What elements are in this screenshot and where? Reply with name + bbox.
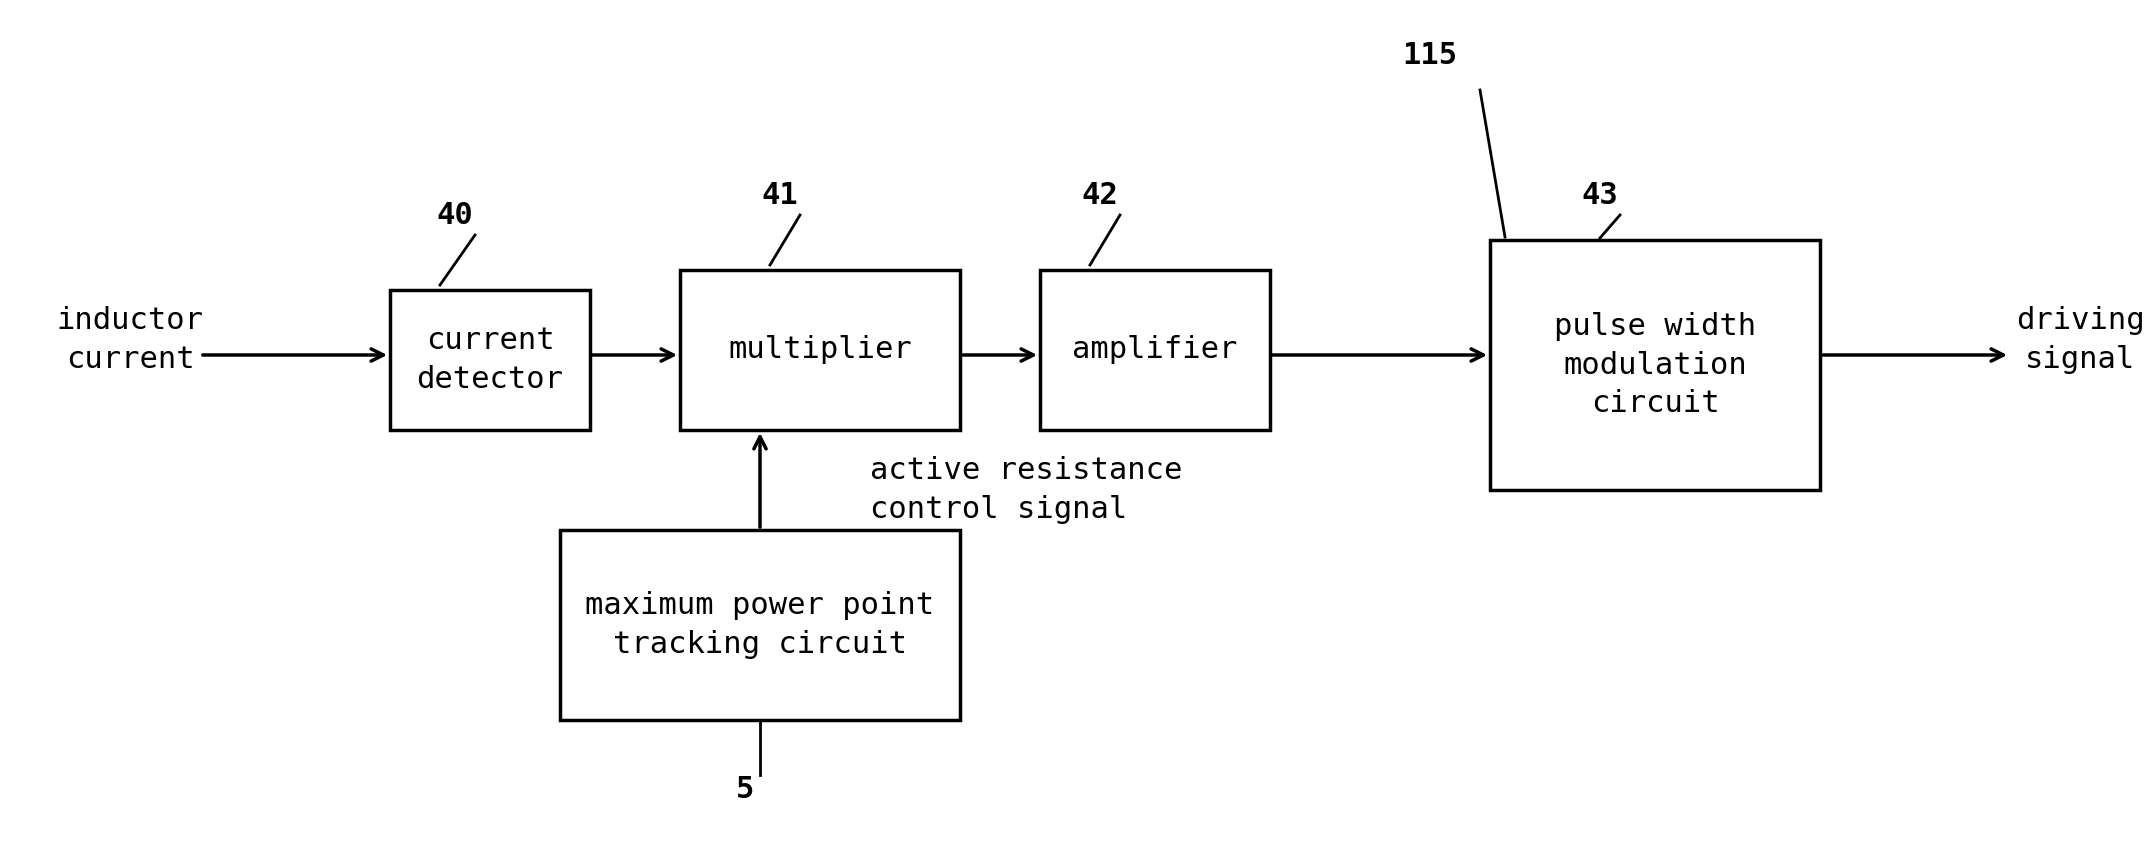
Bar — [680, 270, 960, 430]
Text: maximum power point
tracking circuit: maximum power point tracking circuit — [585, 592, 934, 659]
Text: driving
signal: driving signal — [2016, 306, 2143, 373]
Bar — [390, 290, 590, 430]
Text: 5: 5 — [736, 776, 753, 804]
Bar — [1039, 270, 1270, 430]
Text: multiplier: multiplier — [727, 335, 912, 365]
Text: 41: 41 — [762, 181, 798, 210]
Text: 115: 115 — [1403, 40, 1457, 70]
Bar — [560, 530, 960, 720]
Text: 40: 40 — [437, 200, 473, 230]
Text: 43: 43 — [1582, 181, 1618, 210]
Text: current
detector: current detector — [417, 327, 564, 394]
Text: pulse width
modulation
circuit: pulse width modulation circuit — [1554, 312, 1756, 418]
Text: inductor
current: inductor current — [56, 306, 204, 373]
Bar — [1489, 240, 1821, 490]
Text: amplifier: amplifier — [1072, 335, 1237, 365]
Text: active resistance
control signal: active resistance control signal — [869, 457, 1181, 524]
Text: 42: 42 — [1082, 181, 1119, 210]
